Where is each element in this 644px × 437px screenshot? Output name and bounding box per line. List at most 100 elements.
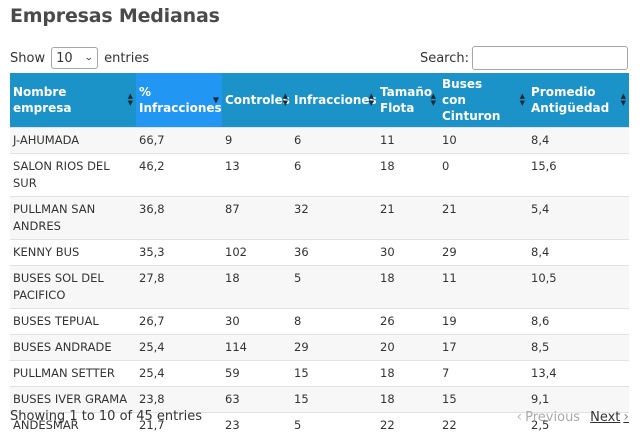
cell-cinturon: 15 <box>439 386 528 413</box>
cell-pct: 66,7 <box>136 127 222 154</box>
column-header-tamano-flota[interactable]: Tamaño Flota ▲ ▼ <box>377 73 439 128</box>
cell-controles: 30 <box>222 308 291 335</box>
cell-controles: 87 <box>222 196 291 240</box>
cell-flota: 21 <box>377 196 439 240</box>
cell-cinturon: 10 <box>439 127 528 154</box>
cell-infracciones: 32 <box>291 196 377 240</box>
cell-pct: 46,2 <box>136 153 222 197</box>
cell-antiguedad: 9,1 <box>528 386 629 413</box>
cell-flota: 18 <box>377 386 439 413</box>
cell-controles: 9 <box>222 127 291 154</box>
cell-controles: 59 <box>222 360 291 387</box>
sort-icon: ▲ ▼ <box>430 92 436 107</box>
entries-select-value: 10 <box>56 50 73 66</box>
cell-controles: 63 <box>222 386 291 413</box>
column-header-nombre-empresa[interactable]: Nombre empresa ▲ ▼ <box>10 73 136 128</box>
cell-antiguedad: 8,5 <box>528 334 629 361</box>
cell-infracciones: 6 <box>291 153 377 197</box>
cell-pct: 25,4 <box>136 360 222 387</box>
cell-flota: 20 <box>377 334 439 361</box>
search-control: Search: <box>420 46 628 70</box>
chevron-down-icon: ⌄ <box>83 53 94 63</box>
cell-pct: 35,3 <box>136 239 222 266</box>
cell-antiguedad: 13,4 <box>528 360 629 387</box>
sort-icon: ▲ ▼ <box>620 92 626 107</box>
cell-cinturon: 0 <box>439 153 528 197</box>
table-row: PULLMAN SETTER 25,4 59 15 18 7 13,4 <box>10 360 629 387</box>
cell-cinturon: 19 <box>439 308 528 335</box>
cell-cinturon: 22 <box>439 412 528 437</box>
previous-button[interactable]: ‹ Previous <box>514 409 581 425</box>
cell-antiguedad: 8,6 <box>528 308 629 335</box>
cell-flota: 11 <box>377 127 439 154</box>
show-label: Show <box>10 50 46 66</box>
cell-nombre: BUSES SOL DEL PACIFICO <box>10 265 136 309</box>
cell-pct: 27,8 <box>136 265 222 309</box>
chevron-right-icon: › <box>623 409 629 425</box>
table-row: BUSES TEPUAL 26,7 30 8 26 19 8,6 <box>10 308 629 335</box>
column-header-controles[interactable]: Controles ▲ ▼ <box>222 73 291 128</box>
cell-cinturon: 29 <box>439 239 528 266</box>
column-header-buses-cinturon[interactable]: Buses con Cinturon ▲ ▼ <box>439 73 528 128</box>
table-row: ANDESMAR 21,7 23 5 22 22 2,5 <box>10 412 629 437</box>
cell-pct: 23,8 <box>136 386 222 413</box>
cell-flota: 30 <box>377 239 439 266</box>
cell-infracciones: 15 <box>291 386 377 413</box>
cell-nombre: PULLMAN SETTER <box>10 360 136 387</box>
cell-antiguedad: 2,5 <box>528 412 629 437</box>
cell-cinturon: 11 <box>439 265 528 309</box>
cell-infracciones: 6 <box>291 127 377 154</box>
cell-infracciones: 5 <box>291 412 377 437</box>
cell-flota: 18 <box>377 265 439 309</box>
cell-pct: 36,8 <box>136 196 222 240</box>
cell-controles: 102 <box>222 239 291 266</box>
cell-infracciones: 5 <box>291 265 377 309</box>
search-label: Search: <box>419 50 469 66</box>
table-row: BUSES IVER GRAMA 23,8 63 15 18 15 9,1 <box>10 386 629 413</box>
cell-antiguedad: 8,4 <box>528 239 629 266</box>
cell-infracciones: 36 <box>291 239 377 266</box>
entries-select[interactable]: 10 ⌄ <box>51 47 99 69</box>
cell-nombre: BUSES TEPUAL <box>10 308 136 335</box>
table-row: BUSES ANDRADE 25,4 114 29 20 17 8,5 <box>10 334 629 361</box>
sort-icon: ▲ ▼ <box>282 92 288 107</box>
cell-infracciones: 15 <box>291 360 377 387</box>
cell-antiguedad: 15,6 <box>528 153 629 197</box>
entries-label: entries <box>104 50 150 66</box>
page-title: Empresas Medianas <box>10 5 220 27</box>
cell-flota: 18 <box>377 153 439 197</box>
cell-nombre: KENNY BUS <box>10 239 136 266</box>
table-row: PULLMAN SAN ANDRES 36,8 87 32 21 21 5,4 <box>10 196 629 240</box>
cell-nombre: PULLMAN SAN ANDRES <box>10 196 136 240</box>
cell-pct: 21,7 <box>136 412 222 437</box>
cell-controles: 13 <box>222 153 291 197</box>
cell-nombre: BUSES ANDRADE <box>10 334 136 361</box>
chevron-left-icon: ‹ <box>516 409 523 425</box>
next-button[interactable]: Next › <box>590 409 632 425</box>
cell-infracciones: 29 <box>291 334 377 361</box>
search-input[interactable] <box>472 46 628 70</box>
cell-nombre: BUSES IVER GRAMA <box>10 386 136 413</box>
cell-flota: 22 <box>377 412 439 437</box>
table-row: KENNY BUS 35,3 102 36 30 29 8,4 <box>10 239 629 266</box>
next-label: Next <box>590 409 621 425</box>
cell-flota: 26 <box>377 308 439 335</box>
cell-cinturon: 7 <box>439 360 528 387</box>
cell-controles: 114 <box>222 334 291 361</box>
table-info: Showing 1 to 10 of 45 entries <box>10 409 202 424</box>
cell-nombre: J-AHUMADA <box>10 127 136 154</box>
pagination: ‹ Previous Next › <box>514 409 632 425</box>
table-row: BUSES SOL DEL PACIFICO 27,8 18 5 18 11 10,5 <box>10 265 629 309</box>
sort-icon: ▲ ▼ <box>368 92 374 107</box>
sort-icon: ▲ ▼ <box>127 92 133 107</box>
column-header-pct-infracciones[interactable]: % Infracciones ▼ <box>136 73 222 128</box>
table-header-row: Nombre empresa ▲ ▼ % Infracciones ▼ Control… <box>10 73 629 128</box>
cell-antiguedad: 10,5 <box>528 265 629 309</box>
sort-desc-icon: ▼ <box>212 95 219 105</box>
column-header-promedio-antiguedad[interactable]: Promedio Antigüedad ▲ ▼ <box>528 73 629 128</box>
sort-icon: ▲ ▼ <box>519 92 525 107</box>
cell-controles: 18 <box>222 265 291 309</box>
cell-nombre: SALON RIOS DEL SUR <box>10 153 136 197</box>
cell-pct: 25,4 <box>136 334 222 361</box>
column-header-infracciones[interactable]: Infracciones ▲ ▼ <box>291 73 377 128</box>
